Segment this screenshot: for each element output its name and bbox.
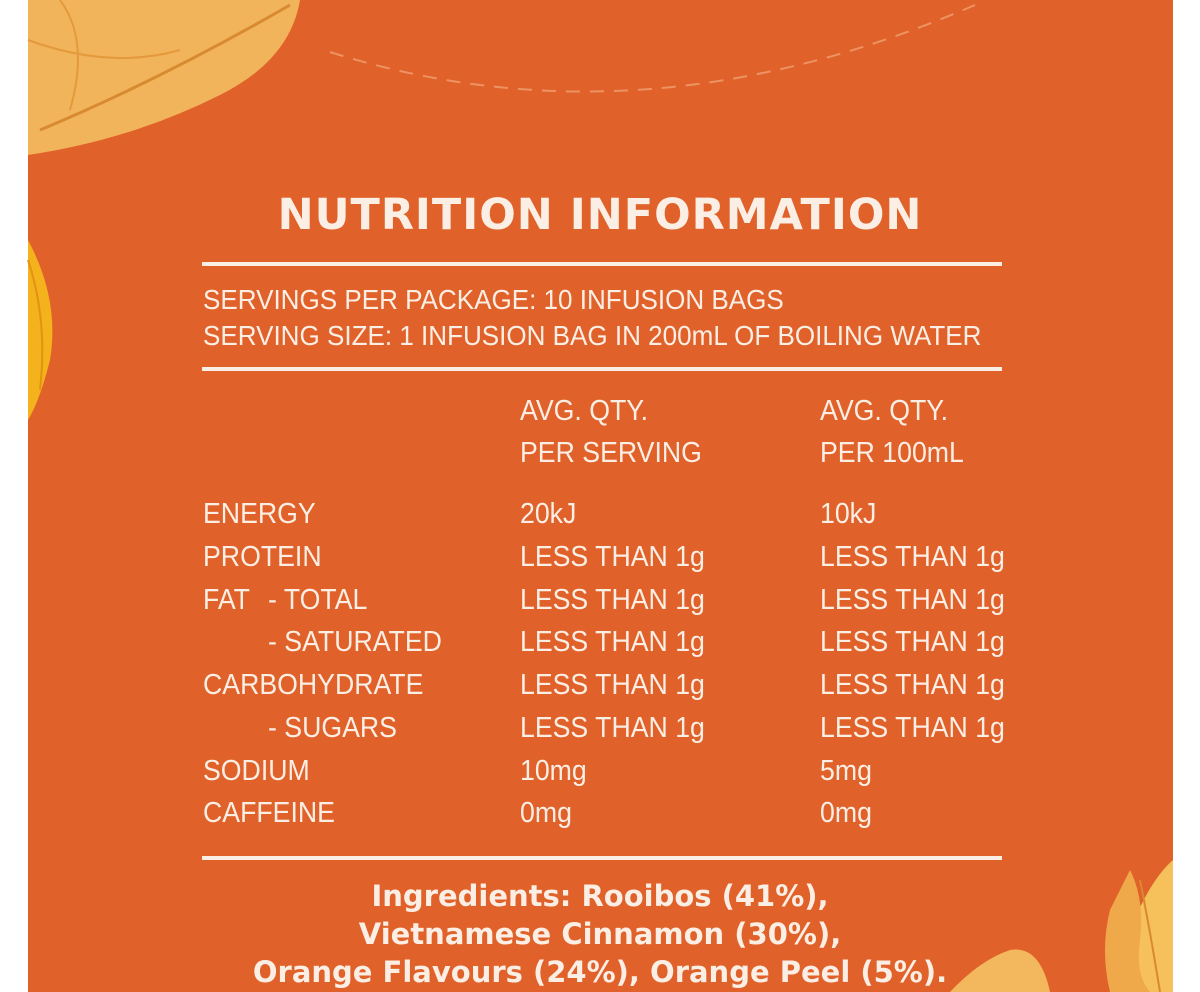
serving-size: SERVING SIZE: 1 INFUSION BAG IN 200mL OF… <box>203 320 982 351</box>
row-per-100ml: LESS THAN 1g <box>820 712 1005 744</box>
row-per-100ml: LESS THAN 1g <box>820 541 1005 573</box>
row-per-serving: LESS THAN 1g <box>520 712 705 744</box>
divider-middle <box>202 367 1002 371</box>
divider-bottom <box>202 856 1002 860</box>
divider-top <box>202 262 1002 266</box>
ingredients-line: Orange Flavours (24%), Orange Peel (5%). <box>252 955 948 989</box>
row-per-serving: 20kJ <box>520 498 577 530</box>
ingredients-line: Ingredients: Rooibos (41%), <box>371 879 829 913</box>
row-per-serving: 10mg <box>520 755 587 787</box>
row-per-serving: 0mg <box>520 797 572 829</box>
row-per-100ml: LESS THAN 1g <box>820 584 1005 616</box>
row-per-serving: LESS THAN 1g <box>520 626 705 658</box>
row-sub-label: - TOTAL <box>268 584 368 616</box>
row-per-serving: LESS THAN 1g <box>520 669 705 701</box>
row-per-serving: LESS THAN 1g <box>520 584 705 616</box>
header-per-100ml-line2: PER 100mL <box>820 437 964 469</box>
left-margin <box>0 0 28 992</box>
row-sub-label: - SUGARS <box>268 712 397 744</box>
servings-per-package: SERVINGS PER PACKAGE: 10 INFUSION BAGS <box>203 284 784 315</box>
row-per-100ml: 0mg <box>820 797 872 829</box>
row-per-serving: LESS THAN 1g <box>520 541 705 573</box>
header-per-serving-line2: PER SERVING <box>520 437 702 469</box>
right-margin <box>1173 0 1200 992</box>
row-label: FAT <box>203 584 250 616</box>
ingredients-block: Ingredients: Rooibos (41%), Vietnamese C… <box>0 877 1200 991</box>
row-per-100ml: LESS THAN 1g <box>820 626 1005 658</box>
row-label: SODIUM <box>203 755 310 787</box>
page-title: NUTRITION INFORMATION <box>277 190 923 240</box>
row-label: CARBOHYDRATE <box>203 669 424 701</box>
row-label: PROTEIN <box>203 541 322 573</box>
row-label: ENERGY <box>203 498 316 530</box>
row-label: CAFFEINE <box>203 797 335 829</box>
orange-background <box>28 0 1173 992</box>
header-per-serving-line1: AVG. QTY. <box>520 395 649 427</box>
header-per-100ml-line1: AVG. QTY. <box>820 395 949 427</box>
row-per-100ml: 5mg <box>820 755 872 787</box>
ingredients-line: Vietnamese Cinnamon (30%), <box>358 917 842 951</box>
row-per-100ml: LESS THAN 1g <box>820 669 1005 701</box>
row-per-100ml: 10kJ <box>820 498 877 530</box>
row-sub-label: - SATURATED <box>268 626 442 658</box>
